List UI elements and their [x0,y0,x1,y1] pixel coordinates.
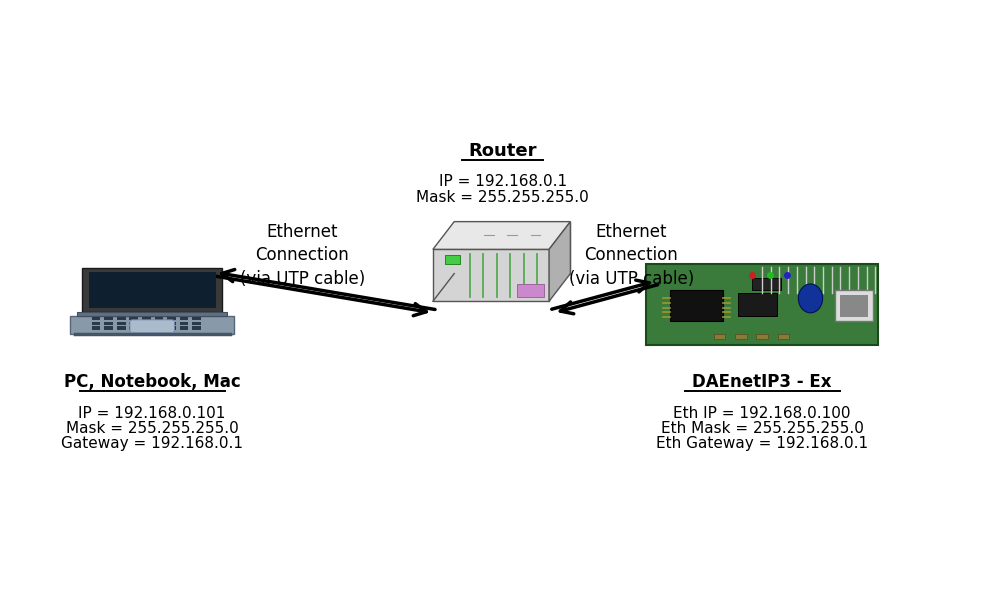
Bar [778,334,790,339]
Bar [154,326,163,330]
Polygon shape [82,268,222,312]
Polygon shape [433,222,571,249]
Text: Eth Gateway = 192.168.0.1: Eth Gateway = 192.168.0.1 [656,436,868,451]
Bar [735,334,746,339]
Text: Mask = 255.255.255.0: Mask = 255.255.255.0 [416,190,589,205]
Bar [142,317,150,320]
Polygon shape [88,272,216,309]
Text: IP = 192.168.0.101: IP = 192.168.0.101 [79,406,226,421]
Bar [130,322,138,325]
Bar [737,293,777,316]
Bar [154,322,163,325]
Bar [445,255,460,264]
Bar [104,317,113,320]
Bar [142,326,150,330]
Bar [167,317,176,320]
Polygon shape [433,249,549,301]
Bar [180,317,189,320]
Bar [91,322,100,325]
Bar [646,264,878,345]
Bar [130,317,138,320]
Bar [167,322,176,325]
Text: Mask = 255.255.255.0: Mask = 255.255.255.0 [66,421,239,436]
Polygon shape [549,222,571,301]
Text: Eth Mask = 255.255.255.0: Eth Mask = 255.255.255.0 [661,421,863,436]
Text: Ethernet
Connection
(via UTP cable): Ethernet Connection (via UTP cable) [240,222,365,288]
Text: Ethernet
Connection
(via UTP cable): Ethernet Connection (via UTP cable) [569,222,694,288]
Text: IP = 192.168.0.1: IP = 192.168.0.1 [439,174,567,189]
Bar [835,290,873,322]
Bar [142,322,150,325]
Bar [78,312,227,316]
Bar [192,322,201,325]
Bar [104,326,113,330]
FancyBboxPatch shape [130,320,175,333]
Text: Gateway = 192.168.0.1: Gateway = 192.168.0.1 [61,436,244,451]
Bar [104,322,113,325]
Bar [91,326,100,330]
Text: PC, Notebook, Mac: PC, Notebook, Mac [64,373,241,391]
Polygon shape [455,222,571,274]
Bar [752,278,782,290]
Bar [714,334,726,339]
Ellipse shape [798,284,823,313]
Bar [130,326,138,330]
Bar [167,326,176,330]
Bar [180,326,189,330]
Bar [154,317,163,320]
Bar [518,284,544,297]
Bar [117,317,126,320]
Bar [841,295,867,317]
Text: Eth IP = 192.168.0.100: Eth IP = 192.168.0.100 [674,406,850,421]
Text: DAEnetIP3 - Ex: DAEnetIP3 - Ex [692,373,832,391]
Bar [192,317,201,320]
Bar [756,334,768,339]
Bar [117,322,126,325]
Bar [91,317,100,320]
Bar [180,322,189,325]
Text: Router: Router [468,142,537,160]
Polygon shape [70,316,235,335]
Bar [192,326,201,330]
Bar [670,290,724,322]
Bar [117,326,126,330]
